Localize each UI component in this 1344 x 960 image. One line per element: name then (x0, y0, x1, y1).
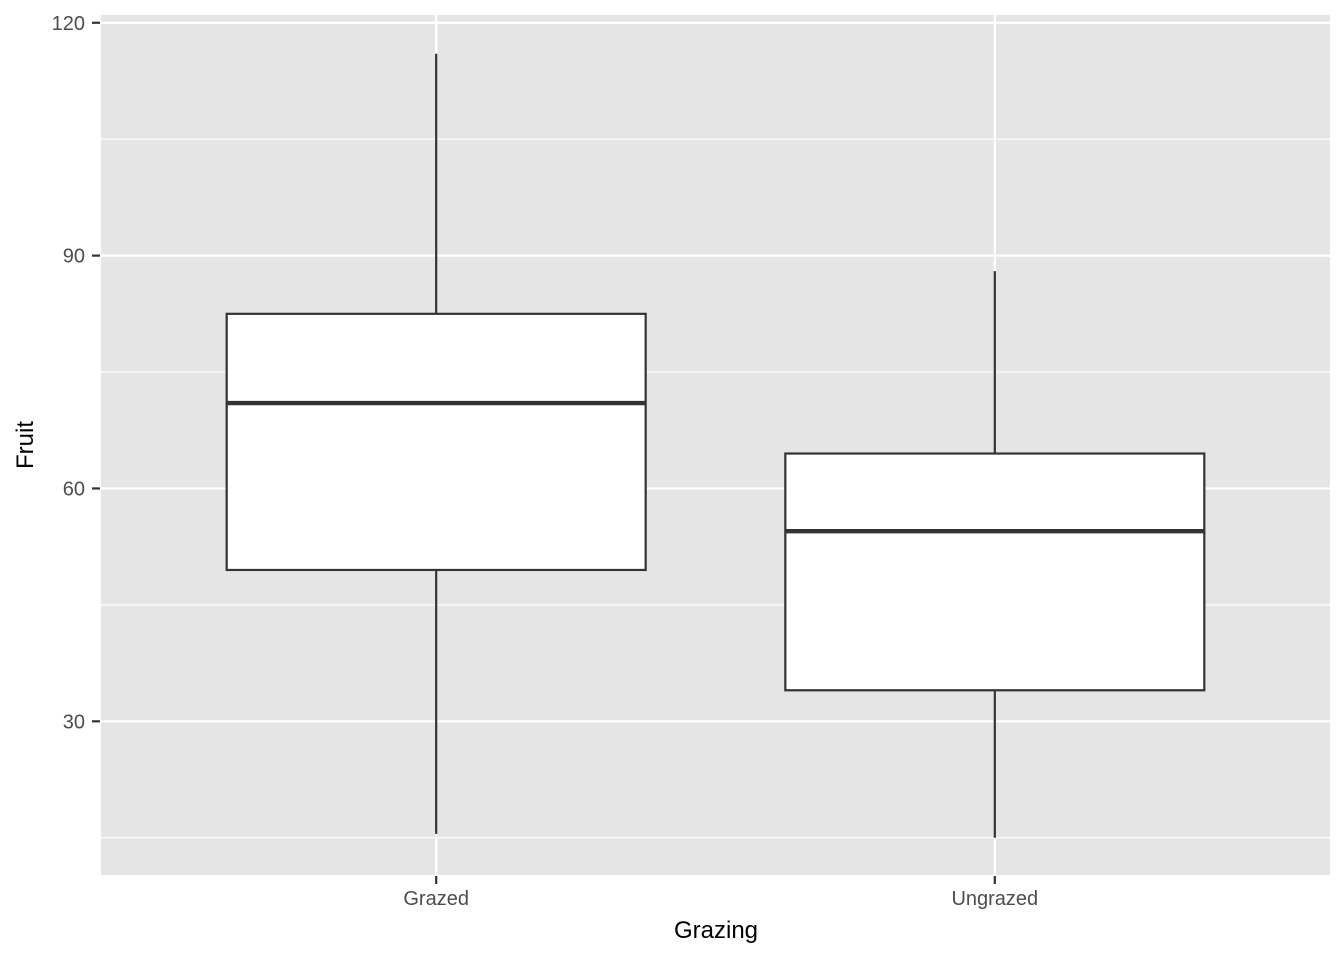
y-tick-label: 90 (63, 246, 85, 268)
x-axis-title: Grazing (673, 917, 759, 944)
y-axis-title: Fruit (12, 421, 39, 469)
x-tick-label: Grazed (403, 888, 469, 910)
y-tick-label: 120 (52, 13, 85, 35)
box-ungrazed (784, 452, 1206, 692)
y-tick-label: 60 (63, 478, 85, 500)
box-grazed (225, 312, 647, 572)
y-tick-label: 30 (63, 711, 85, 733)
x-tick-label: Ungrazed (951, 888, 1038, 910)
